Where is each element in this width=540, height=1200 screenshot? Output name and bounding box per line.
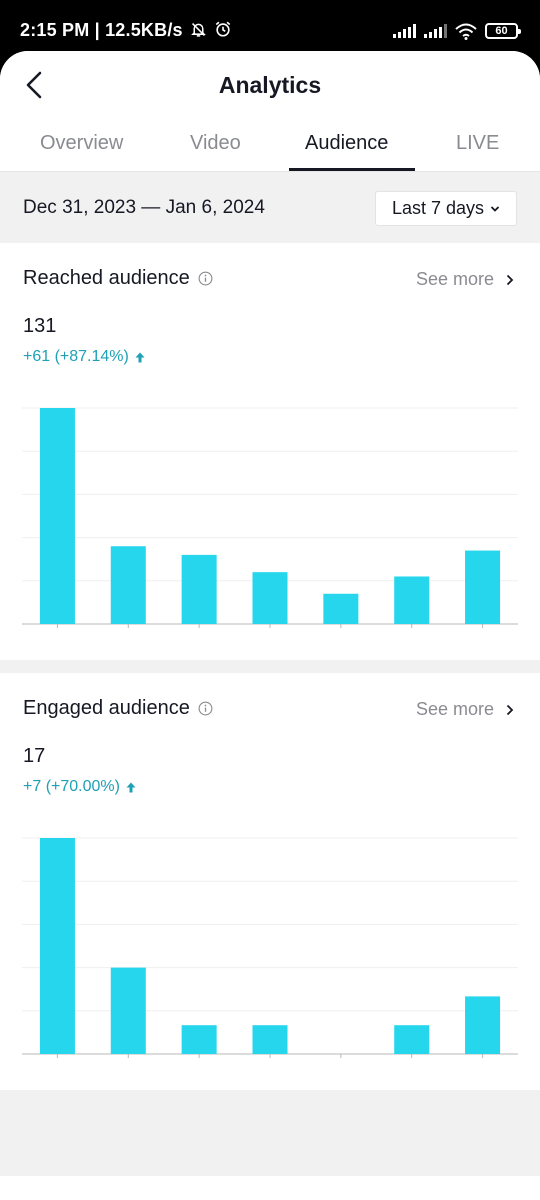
metric-change-text: +7 (+70.00%) bbox=[23, 778, 120, 795]
card-title: Engaged audience bbox=[23, 697, 213, 720]
bar bbox=[465, 550, 501, 624]
tab-live[interactable]: LIVE bbox=[456, 132, 500, 154]
card-title-text: Engaged audience bbox=[23, 697, 190, 719]
info-icon[interactable] bbox=[198, 271, 213, 286]
page-title: Analytics bbox=[218, 72, 322, 98]
status-icons: 60 bbox=[393, 22, 521, 40]
signal-icon bbox=[393, 24, 416, 38]
engaged-audience-card: Engaged audience See more 17 +7 (+70.00%… bbox=[0, 673, 540, 1090]
chevron-down-icon bbox=[490, 205, 500, 212]
chevron-right-icon bbox=[506, 704, 514, 715]
info-icon[interactable] bbox=[198, 701, 213, 716]
status-bar: 2:15 PM | 12.5KB/s 60 bbox=[0, 0, 540, 60]
engaged-audience-chart: Dec 31Jan 1Jan 2Jan 3Jan 4Jan 5Jan 6 bbox=[22, 837, 518, 1058]
reached-audience-chart: Dec 31Jan 1Jan 2Jan 3Jan 4Jan 5Jan 6 bbox=[22, 407, 518, 628]
bar bbox=[394, 1025, 430, 1054]
see-more-link[interactable]: See more bbox=[416, 699, 514, 720]
bar bbox=[323, 593, 359, 624]
system-nav-bar bbox=[0, 1176, 540, 1200]
chevron-left-icon[interactable] bbox=[20, 69, 50, 101]
clock: 2:15 PM bbox=[20, 20, 90, 40]
bar bbox=[181, 1025, 217, 1054]
tab-overview[interactable]: Overview bbox=[40, 132, 124, 154]
see-more-label: See more bbox=[415, 269, 494, 289]
date-range: Dec 31, 2023 — Jan 6, 2024 bbox=[23, 197, 265, 218]
reached-audience-card: Reached audience See more 131 +61 (+87.1… bbox=[0, 243, 540, 660]
metric-change-text: +61 (+87.14%) bbox=[23, 348, 129, 365]
metric-value: 17 bbox=[23, 745, 46, 767]
bar bbox=[110, 967, 146, 1054]
bar bbox=[252, 572, 288, 624]
battery-level: 60 bbox=[495, 25, 508, 37]
card-title-text: Reached audience bbox=[23, 267, 190, 289]
tab-video[interactable]: Video bbox=[190, 132, 241, 154]
network-speed: 12.5KB/s bbox=[105, 20, 183, 40]
bell-off-icon bbox=[191, 23, 206, 37]
bar bbox=[39, 838, 75, 1054]
metric-value: 131 bbox=[23, 315, 57, 337]
bar bbox=[252, 1025, 288, 1054]
bar bbox=[110, 546, 146, 624]
see-more-link[interactable]: See more bbox=[416, 269, 514, 290]
bar bbox=[394, 576, 430, 624]
signal-icon bbox=[424, 24, 447, 38]
chevron-right-icon bbox=[506, 274, 514, 285]
battery-icon: 60 bbox=[485, 23, 521, 39]
tab-audience[interactable]: Audience bbox=[305, 132, 389, 154]
period-label: Last 7 days bbox=[391, 198, 485, 218]
bar bbox=[39, 408, 75, 624]
see-more-label: See more bbox=[415, 699, 494, 719]
alarm-icon bbox=[215, 21, 231, 37]
active-tab-indicator bbox=[289, 168, 415, 171]
arrow-up-icon bbox=[126, 782, 136, 792]
bar bbox=[465, 996, 501, 1054]
analytics-screen: Analytics Overview Video Audience LIVE D… bbox=[0, 51, 540, 1200]
card-title: Reached audience bbox=[23, 267, 213, 290]
wifi-icon bbox=[455, 23, 477, 40]
status-separator: | bbox=[94, 20, 100, 40]
period-dropdown[interactable]: Last 7 days bbox=[375, 191, 517, 226]
header: Analytics Overview Video Audience LIVE bbox=[0, 51, 540, 172]
status-time: 2:15 PM | 12.5KB/s bbox=[20, 20, 232, 41]
bar bbox=[181, 554, 217, 624]
arrow-up-icon bbox=[135, 352, 145, 362]
metric-change: +61 (+87.14%) bbox=[23, 348, 145, 366]
metric-change: +7 (+70.00%) bbox=[23, 778, 136, 796]
date-filter-bar: Dec 31, 2023 — Jan 6, 2024 Last 7 days bbox=[0, 172, 540, 243]
